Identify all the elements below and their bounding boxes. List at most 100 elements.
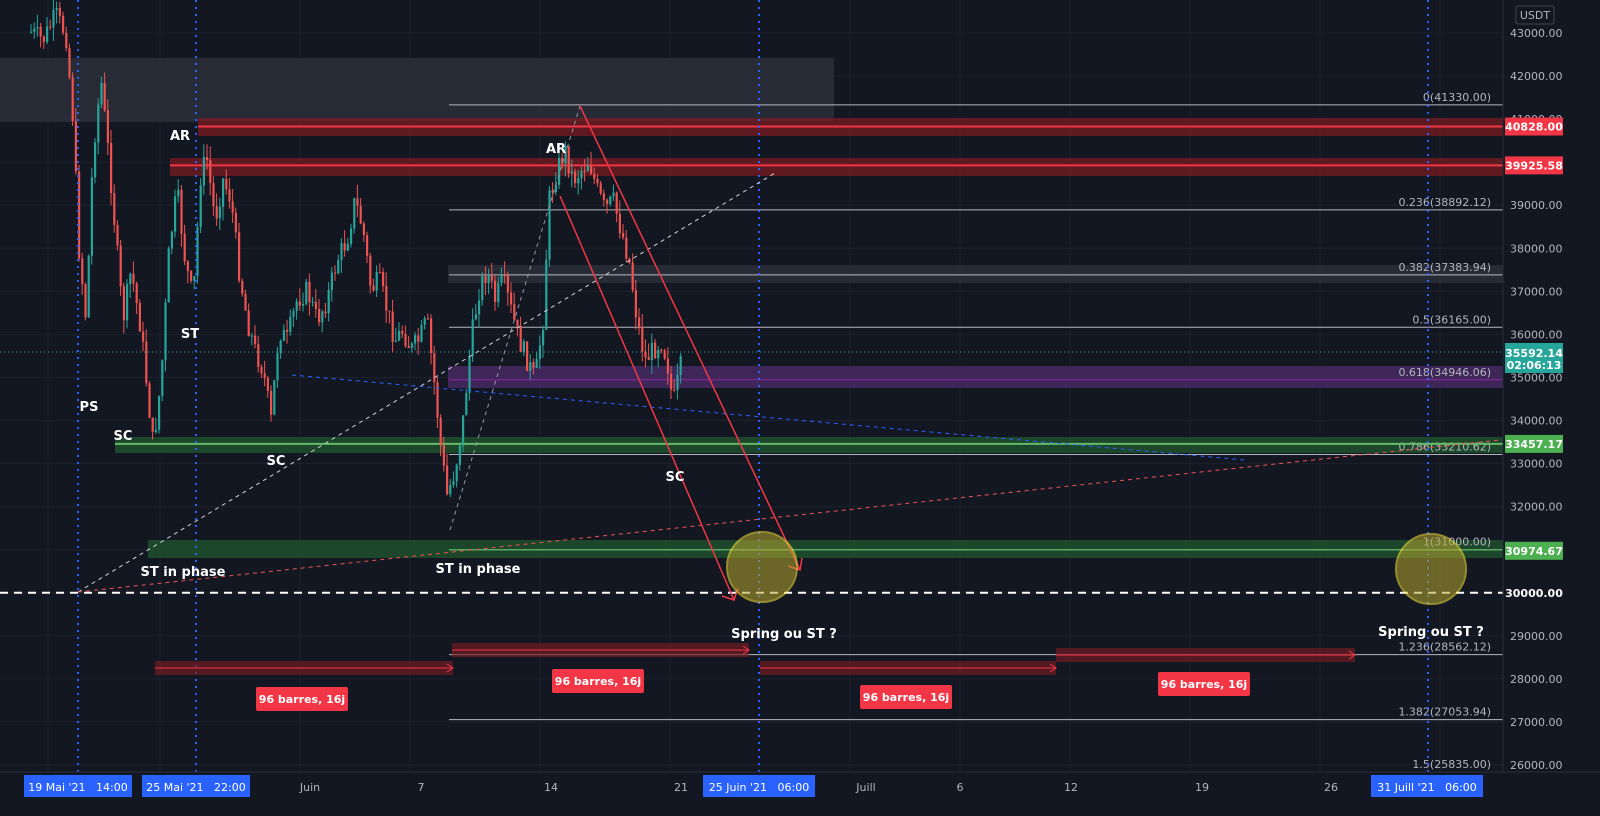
- price-tag-label: 30000.00: [1505, 587, 1563, 600]
- gray-range-zone: [0, 58, 834, 122]
- candle-body: [100, 82, 103, 105]
- resistance-zone: [170, 158, 1503, 176]
- candle-body: [33, 28, 36, 32]
- candle-body: [273, 380, 276, 415]
- date-range-arrow: [1348, 650, 1356, 660]
- price-tag: [1505, 583, 1563, 602]
- price-tick-label: 29000.00: [1510, 630, 1563, 643]
- wyckoff-annotation: SC: [114, 429, 133, 444]
- candle-body: [343, 243, 346, 251]
- candle-body: [545, 259, 548, 330]
- candle-body: [126, 284, 129, 321]
- candle-body: [289, 316, 292, 332]
- time-axis[interactable]: Juin 7 14 21 Juill 6 12 19 26 19 Mai '21 14:00 25 …: [0, 771, 1600, 816]
- fib-level-label: 0.382(37383.94): [1398, 261, 1491, 274]
- trend-line: [449, 105, 581, 531]
- candle-body: [62, 15, 65, 33]
- price-tick-label: 42000.00: [1510, 70, 1563, 83]
- price-tick-label: 35000.00: [1510, 371, 1563, 384]
- candle-body: [500, 274, 503, 284]
- candle-body: [449, 484, 452, 495]
- candle-body: [465, 392, 468, 416]
- candle-body: [250, 335, 253, 337]
- candle-body: [321, 311, 324, 323]
- candle-body: [542, 329, 545, 346]
- wyckoff-annotation: AR: [546, 142, 566, 157]
- candle-body: [276, 353, 279, 381]
- highlighted-date-badge: [703, 775, 815, 797]
- date-range-arrow: [446, 663, 454, 673]
- candle-body: [369, 255, 372, 286]
- candle-body: [215, 206, 218, 219]
- candle-body: [513, 304, 516, 320]
- candle-body: [574, 171, 577, 184]
- wyckoff-annotation: ST in phase: [436, 562, 521, 577]
- candle-body: [87, 255, 90, 318]
- drawings-layer[interactable]: 96 barres, 16j 96 barres, 16j 96 barres, 1…: [77, 0, 1501, 772]
- candle-body: [641, 326, 644, 352]
- candle-body: [356, 198, 359, 206]
- candle-body: [241, 280, 244, 294]
- bar-count-label: 96 barres, 16j: [555, 675, 641, 688]
- candle-body: [609, 196, 612, 204]
- spring-target-circle: [726, 531, 798, 603]
- candle-body: [442, 445, 445, 466]
- candle-body: [596, 178, 599, 184]
- candle-body: [471, 319, 474, 356]
- channel-arrow: [559, 195, 735, 601]
- candle-body: [494, 280, 497, 302]
- candle-body: [478, 300, 481, 315]
- candle-body: [410, 343, 413, 348]
- candle-body: [154, 429, 157, 432]
- bar-count-badge: [860, 685, 952, 709]
- candle-body: [177, 189, 180, 197]
- candle-body: [497, 283, 500, 302]
- candle-body: [158, 396, 161, 430]
- wyckoff-annotation: Spring ou ST ?: [731, 627, 837, 642]
- candle-body: [327, 289, 330, 314]
- candle-body: [142, 331, 145, 342]
- highlighted-date-label: 25 Juin '21 06:00: [709, 781, 809, 794]
- candle-body: [510, 292, 513, 305]
- bar-count-label: 96 barres, 16j: [863, 691, 949, 704]
- candle-body: [305, 281, 308, 304]
- candle-body: [676, 374, 679, 391]
- candle-body: [474, 314, 477, 320]
- candle-body: [385, 285, 388, 311]
- candle-body: [551, 190, 554, 193]
- candle-body: [398, 330, 401, 341]
- trend-line: [77, 439, 1501, 593]
- candle-body: [84, 284, 87, 318]
- candle-body: [420, 324, 423, 342]
- candle-body: [362, 223, 365, 236]
- candle-body: [561, 157, 564, 164]
- date-range-arrow: [742, 645, 750, 655]
- time-tick-label: Juill: [855, 781, 875, 794]
- candle-body: [183, 233, 186, 262]
- candle-body: [622, 232, 625, 238]
- candle-body: [615, 192, 618, 214]
- candle-body: [567, 145, 570, 174]
- price-tick-label: 27000.00: [1510, 716, 1563, 729]
- price-tick-label: 37000.00: [1510, 285, 1563, 298]
- candle-body: [78, 171, 81, 259]
- spring-target-circle: [1395, 533, 1467, 605]
- fib-golden-zone: [448, 366, 1503, 388]
- candle-body: [180, 189, 183, 234]
- candle-body: [81, 258, 84, 285]
- price-axis[interactable]: USDT43000.0042000.0041000.0040000.003900…: [1502, 0, 1600, 816]
- candle-body: [538, 345, 541, 360]
- candle-body: [430, 318, 433, 354]
- highlighted-date-badge: [1371, 775, 1483, 797]
- price-tag-label: 39925.58: [1505, 159, 1563, 172]
- candle-body: [36, 26, 39, 29]
- candle-body: [193, 276, 196, 281]
- time-tick-label: 21: [674, 781, 688, 794]
- wyckoff-annotation: SC: [267, 454, 286, 469]
- candle-body: [148, 383, 151, 418]
- candle-body: [506, 275, 509, 293]
- candle-body: [359, 205, 362, 224]
- time-tick-label: 26: [1324, 781, 1338, 794]
- candle-body: [638, 317, 641, 327]
